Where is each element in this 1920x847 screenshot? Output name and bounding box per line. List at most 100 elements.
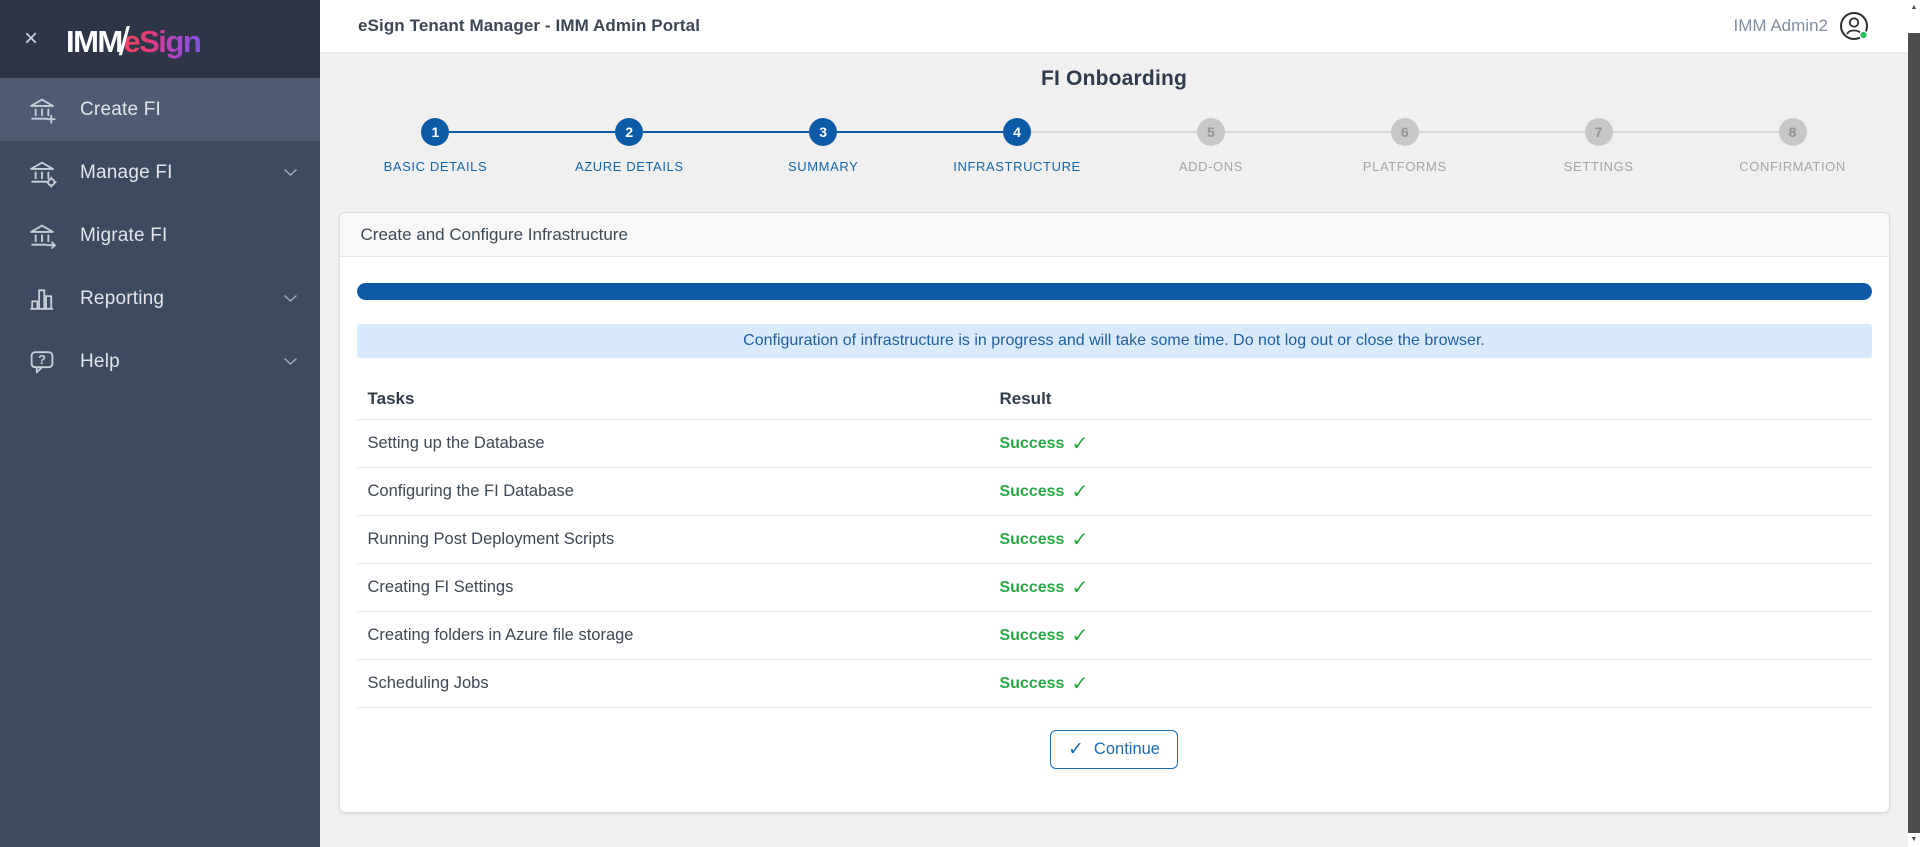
info-alert: Configuration of infrastructure is in pr…: [356, 324, 1872, 358]
table-row: Configuring the FI Database Success ✓: [356, 468, 1872, 516]
continue-button-label: Continue: [1093, 740, 1160, 758]
step-label: SUMMARY: [787, 159, 859, 174]
step-label: PLATFORMS: [1362, 159, 1447, 174]
step-infrastructure[interactable]: 4 INFRASTRUCTURE: [920, 118, 1114, 174]
column-header-result: Result: [999, 388, 1052, 408]
sidebar-item-label: Help: [80, 350, 120, 372]
chevron-down-icon: [283, 357, 298, 366]
task-result: Success ✓: [1000, 434, 1872, 454]
card-title: Create and Configure Infrastructure: [360, 224, 628, 244]
infrastructure-card: Create and Configure Infrastructure Conf…: [338, 212, 1890, 813]
step-basic-details[interactable]: 1 BASIC DETAILS: [339, 118, 533, 174]
logo-slash: /: [118, 19, 130, 64]
app-title: eSign Tenant Manager - IMM Admin Portal: [358, 16, 701, 35]
result-status: Success: [999, 434, 1065, 452]
step-label: AZURE DETAILS: [574, 159, 684, 174]
step-confirmation[interactable]: 8 CONFIRMATION: [1695, 118, 1890, 174]
column-header-tasks: Tasks: [367, 388, 415, 408]
step-settings[interactable]: 7 SETTINGS: [1501, 118, 1696, 174]
step-number: 4: [1003, 118, 1032, 146]
step-number: 5: [1196, 118, 1225, 146]
step-number: 1: [421, 118, 450, 146]
sidebar-item-label: Reporting: [80, 287, 165, 309]
step-number: 2: [615, 118, 644, 146]
chevron-down-icon: [283, 294, 298, 303]
result-status: Success: [999, 578, 1065, 596]
progress-bar-fill: [356, 283, 1872, 300]
task-name: Setting up the Database: [367, 434, 545, 452]
page-title: FI Onboarding: [1040, 67, 1188, 90]
check-icon: ✓: [1071, 480, 1089, 503]
scroll-up-icon[interactable]: ▲: [1910, 4, 1918, 11]
step-azure-details[interactable]: 2 AZURE DETAILS: [532, 118, 727, 174]
check-icon: ✓: [1071, 672, 1089, 695]
result-status: Success: [999, 626, 1065, 644]
card-header: Create and Configure Infrastructure: [339, 213, 1889, 257]
table-row: Setting up the Database Success ✓: [356, 420, 1872, 468]
user-name: IMM Admin2: [1733, 16, 1828, 35]
sidebar-item-create-fi[interactable]: Create FI: [0, 78, 320, 141]
step-label: ADD-ONS: [1178, 159, 1244, 174]
check-icon: ✓: [1071, 624, 1089, 647]
sidebar-logo-row: × IMM / eSign: [0, 0, 320, 78]
check-icon: ✓: [1068, 739, 1084, 760]
step-number: 3: [809, 118, 838, 146]
step-label: BASIC DETAILS: [383, 159, 488, 174]
user-avatar-icon[interactable]: [1838, 10, 1870, 42]
table-row: Scheduling Jobs Success ✓: [356, 660, 1872, 708]
check-icon: ✓: [1071, 432, 1089, 455]
step-number: 7: [1584, 118, 1613, 146]
result-status: Success: [999, 530, 1065, 548]
bank-gear-icon: [27, 158, 57, 188]
continue-button[interactable]: ✓ Continue: [1050, 730, 1178, 769]
task-result: Success ✓: [1000, 530, 1872, 550]
user-menu[interactable]: IMM Admin2: [1734, 10, 1870, 42]
step-label: SETTINGS: [1563, 159, 1634, 174]
task-name: Running Post Deployment Scripts: [367, 530, 615, 548]
vertical-scrollbar[interactable]: ▲ ▼: [1908, 0, 1920, 847]
result-status: Success: [999, 674, 1065, 692]
sidebar: × IMM / eSign Create FI: [0, 0, 320, 847]
step-platforms[interactable]: 6 PLATFORMS: [1307, 118, 1502, 174]
sidebar-item-help[interactable]: ? Help: [0, 330, 320, 393]
task-name: Scheduling Jobs: [367, 674, 489, 692]
logo-esign-text: eSign: [123, 23, 201, 59]
bank-arrow-icon: [27, 221, 57, 251]
table-row: Creating folders in Azure file storage S…: [356, 612, 1872, 660]
svg-text:?: ?: [38, 353, 46, 367]
scroll-down-icon[interactable]: ▼: [1910, 836, 1918, 843]
progress-bar: [356, 283, 1872, 300]
step-number: 6: [1390, 118, 1419, 146]
result-status: Success: [999, 482, 1065, 500]
sidebar-item-migrate-fi[interactable]: Migrate FI: [0, 204, 320, 267]
step-add-ons[interactable]: 5 ADD-ONS: [1114, 118, 1308, 174]
tasks-table: Tasks Result Setting up the Database Suc…: [356, 378, 1872, 708]
top-bar: eSign Tenant Manager - IMM Admin Portal …: [320, 0, 1908, 53]
check-icon: ✓: [1071, 576, 1089, 599]
step-label: CONFIRMATION: [1739, 159, 1846, 174]
info-alert-text: Configuration of infrastructure is in pr…: [743, 332, 1485, 349]
sidebar-item-reporting[interactable]: Reporting: [0, 267, 320, 330]
sidebar-item-manage-fi[interactable]: Manage FI: [0, 141, 320, 204]
step-label: INFRASTRUCTURE: [953, 159, 1081, 174]
button-row: ✓ Continue: [357, 730, 1872, 769]
chevron-down-icon: [283, 168, 298, 177]
task-result: Success ✓: [1000, 482, 1872, 502]
task-name: Creating folders in Azure file storage: [367, 626, 634, 644]
bar-chart-icon: [27, 284, 57, 314]
scrollbar-thumb[interactable]: [1908, 33, 1920, 833]
close-sidebar-icon[interactable]: ×: [24, 25, 39, 52]
onboarding-stepper: 1 BASIC DETAILS 2 AZURE DETAILS 3 SUMMAR…: [339, 118, 1890, 174]
main-content: FI Onboarding 1 BASIC DETAILS 2 AZURE DE…: [320, 54, 1908, 847]
task-name: Creating FI Settings: [367, 578, 514, 596]
help-bubble-icon: ?: [27, 347, 57, 377]
sidebar-nav: Create FI Manage FI: [0, 78, 320, 393]
step-number: 8: [1778, 118, 1807, 146]
task-result: Success ✓: [1000, 578, 1872, 598]
step-summary[interactable]: 3 SUMMARY: [726, 118, 921, 174]
task-result: Success ✓: [1000, 626, 1872, 646]
task-name: Configuring the FI Database: [367, 482, 574, 500]
imm-esign-logo: IMM / eSign: [66, 17, 202, 64]
sidebar-item-label: Manage FI: [80, 161, 173, 183]
